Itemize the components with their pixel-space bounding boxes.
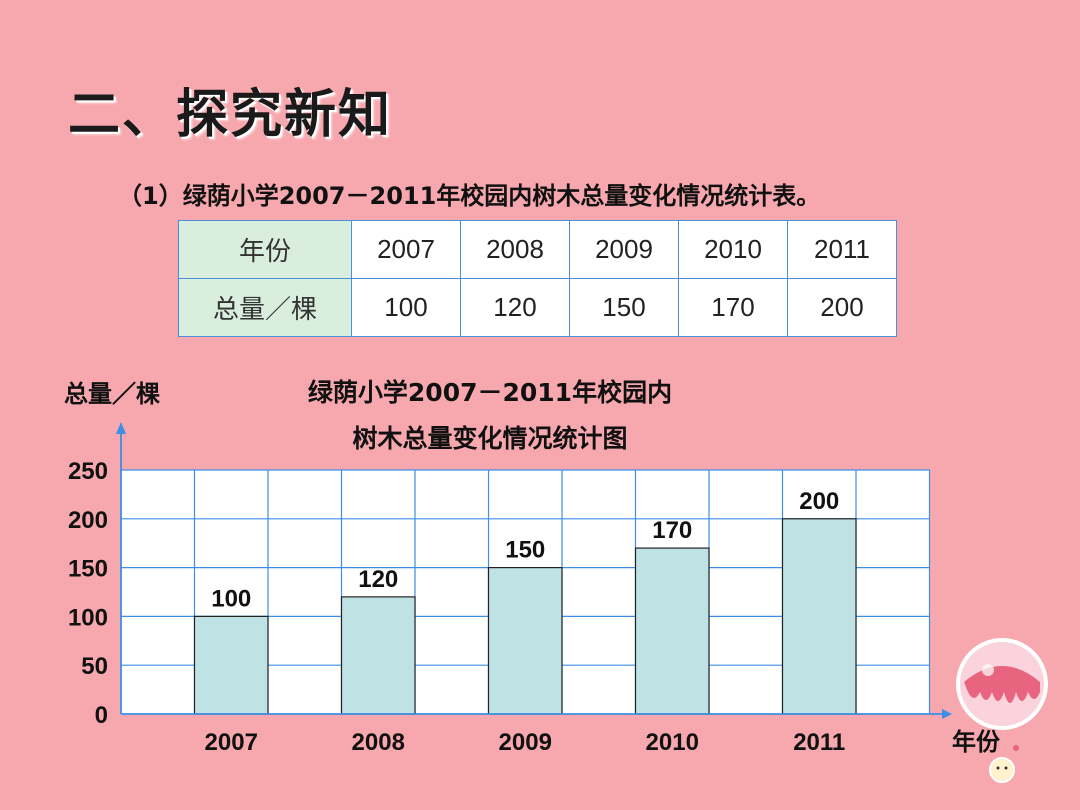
- data-label: 100: [211, 585, 251, 612]
- data-label: 150: [505, 537, 545, 564]
- y-tick-label: 100: [68, 604, 108, 631]
- x-tick-label: 2008: [352, 729, 405, 756]
- data-label: 200: [799, 488, 839, 515]
- x-axis-arrow: [942, 709, 952, 719]
- chart-y-axis-label: 总量／棵: [64, 380, 160, 408]
- year-cell: 2008: [460, 220, 570, 279]
- total-cell: 150: [569, 278, 679, 337]
- chart-title: 绿荫小学2007－2011年校园内 树木总量变化情况统计图: [270, 370, 710, 462]
- x-tick-label: 2011: [793, 729, 845, 756]
- bar: [193, 615, 269, 715]
- x-tick-label: 2009: [499, 729, 552, 756]
- total-cell: 200: [787, 278, 897, 337]
- total-cell: 170: [678, 278, 788, 337]
- x-tick-label: 2007: [205, 729, 258, 756]
- y-tick-label: 50: [81, 653, 108, 680]
- y-tick-label: 150: [68, 556, 108, 583]
- ice-cream-decoration-icon: [956, 638, 1048, 783]
- y-axis-arrow: [116, 422, 126, 434]
- stats-table: 年份 2007 2008 2009 2010 2011 总量／棵 100 120…: [178, 220, 897, 337]
- year-cell: 2009: [569, 220, 679, 279]
- y-tick-label: 0: [95, 702, 108, 729]
- bar: [340, 596, 416, 715]
- total-cell: 100: [351, 278, 461, 337]
- x-tick-label: 2010: [646, 729, 699, 756]
- year-cell: 2007: [351, 220, 461, 279]
- table-row-years: 年份 2007 2008 2009 2010 2011: [178, 220, 897, 279]
- bar: [781, 518, 857, 715]
- chart-x-axis-label: 年份: [952, 728, 1000, 756]
- table-caption: （1）绿荫小学2007－2011年校园内树木总量变化情况统计表。: [118, 182, 821, 210]
- row-header-total: 总量／棵: [178, 278, 352, 337]
- table-row-totals: 总量／棵 100 120 150 170 200: [178, 278, 897, 337]
- total-cell: 120: [460, 278, 570, 337]
- data-label: 170: [652, 517, 692, 544]
- data-label: 120: [358, 566, 398, 593]
- chart-title-line-1: 绿荫小学2007－2011年校园内: [307, 378, 673, 407]
- bar: [487, 566, 563, 715]
- bar: [634, 547, 710, 715]
- y-tick-label: 200: [68, 507, 108, 534]
- y-tick-label: 250: [68, 458, 108, 485]
- chart-title-line-2: 树木总量变化情况统计图: [352, 424, 628, 453]
- slide-title: 二、探究新知: [68, 84, 393, 145]
- year-cell: 2010: [678, 220, 788, 279]
